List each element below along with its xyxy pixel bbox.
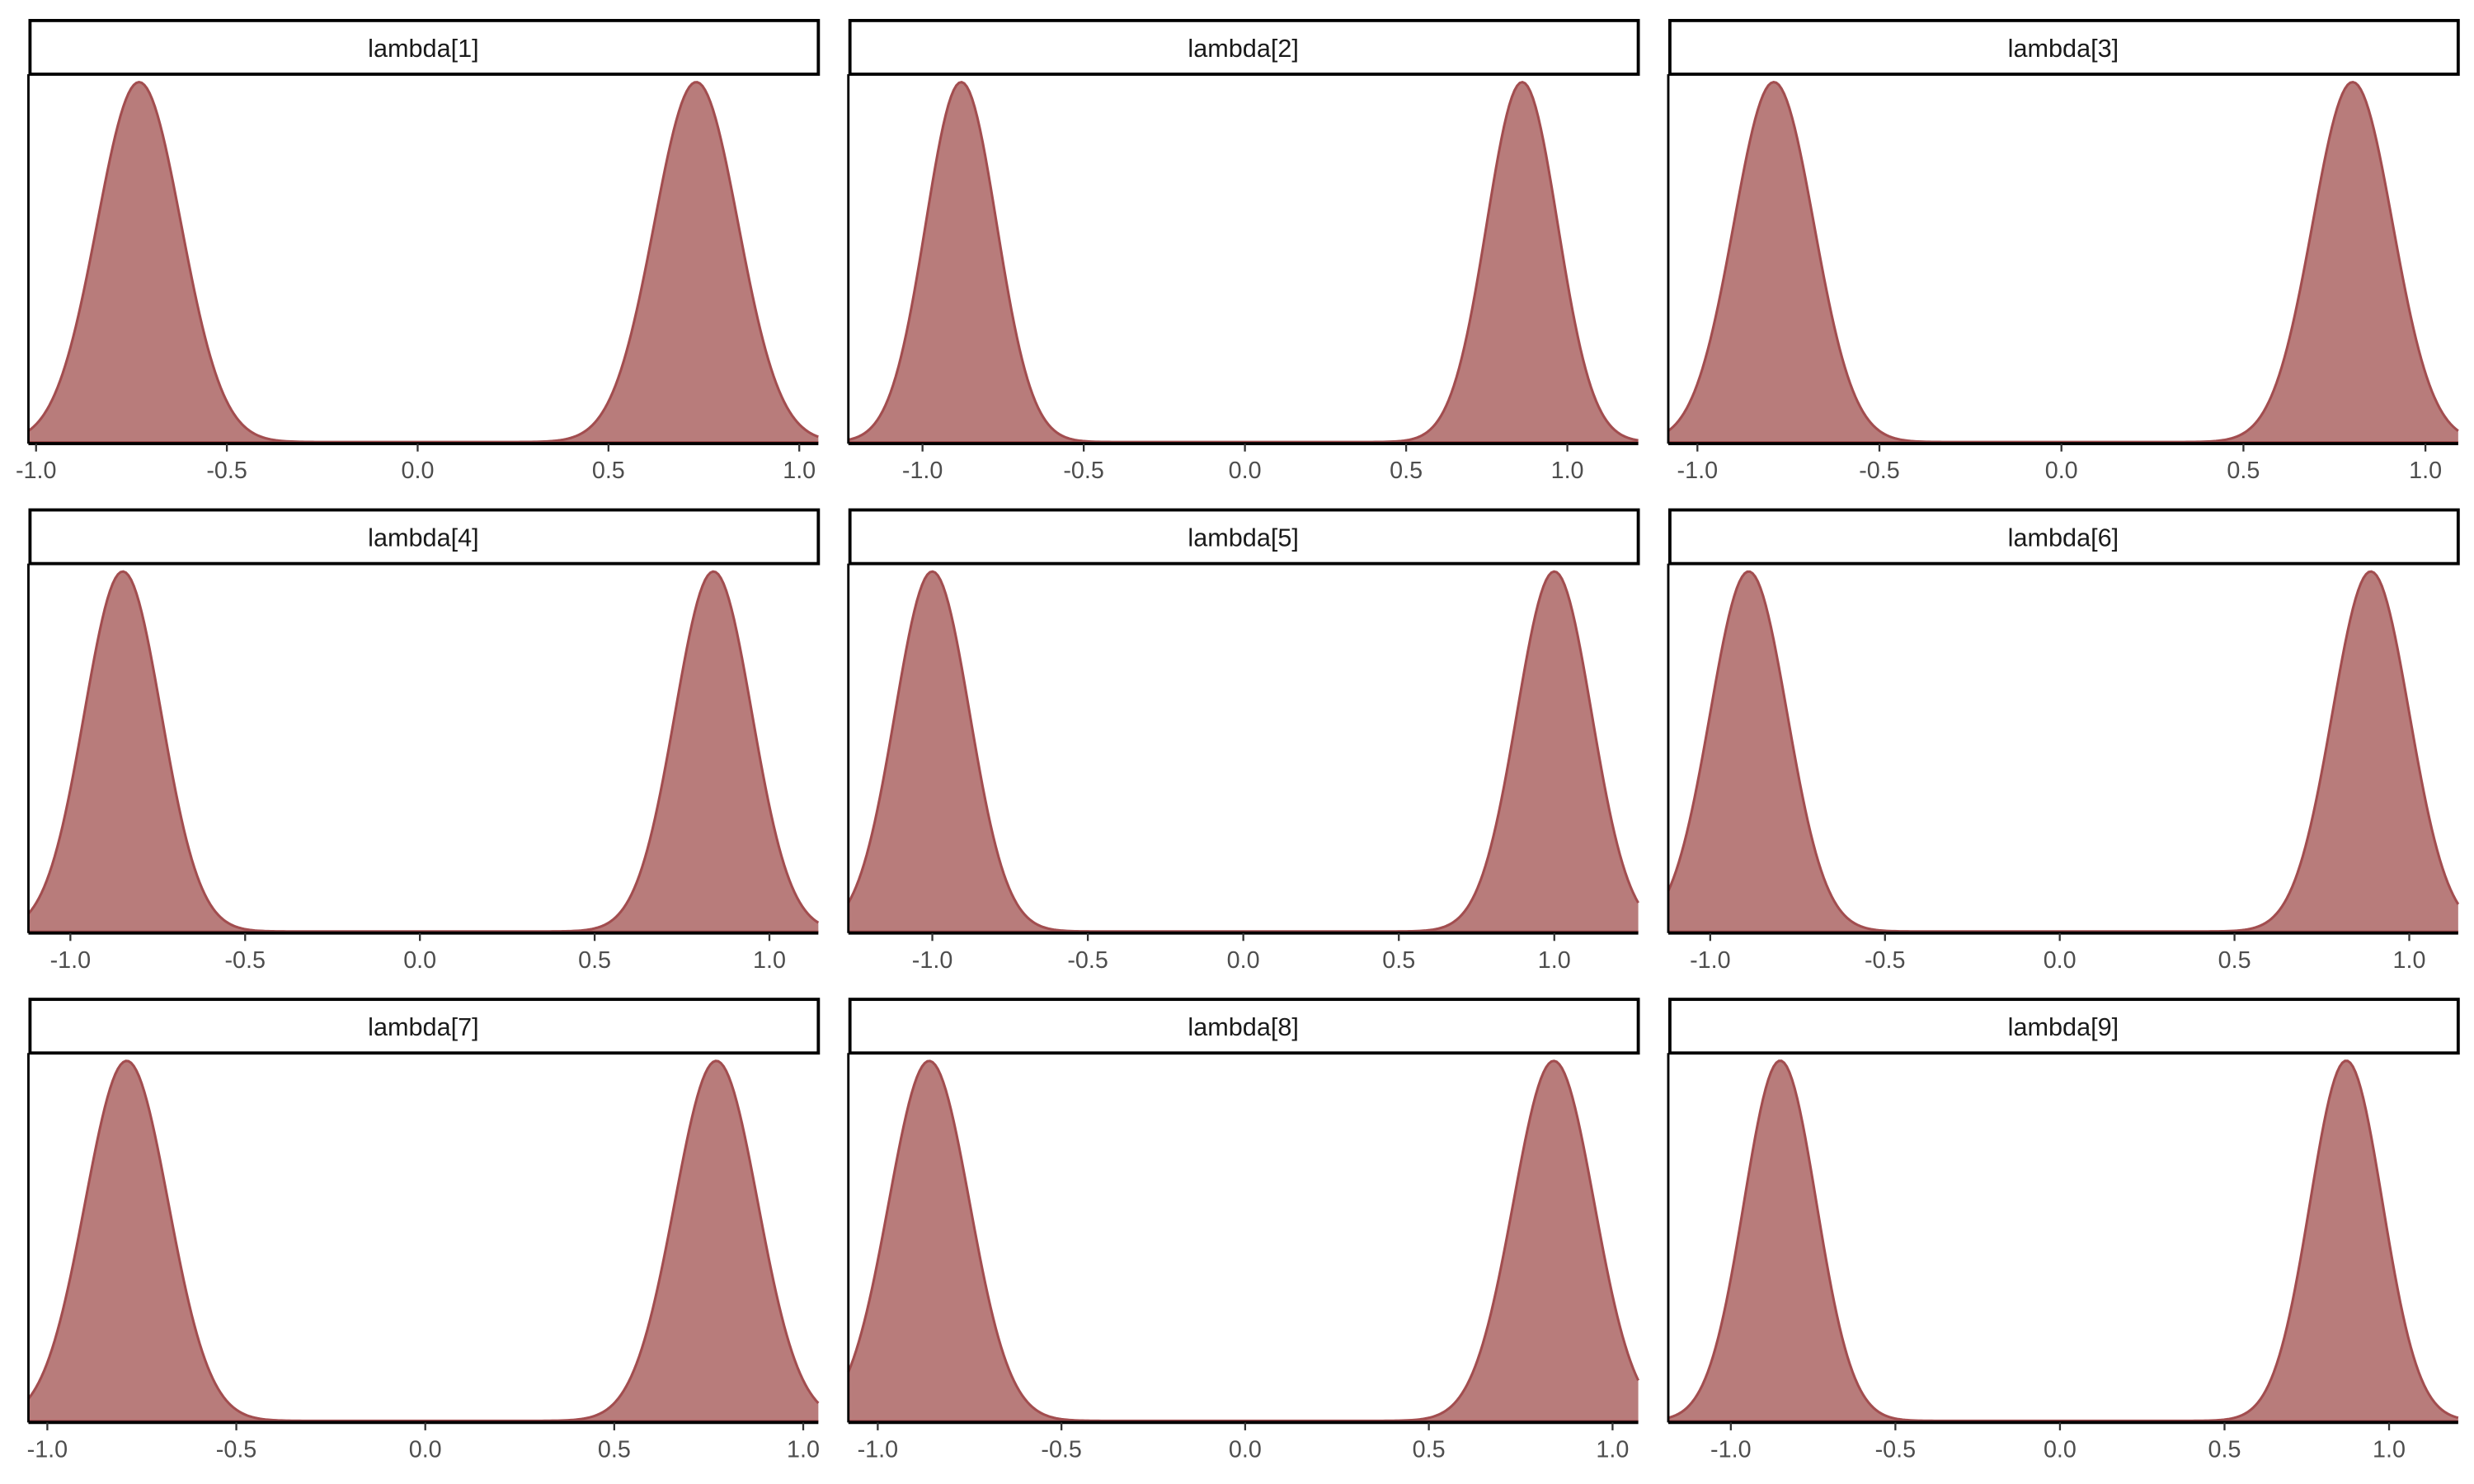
facet-panel: lambda[6] -1.0 -0.5 0.0 0.5 1.0	[1667, 508, 2460, 974]
x-tick-label: 0.5	[592, 458, 625, 484]
x-tick-label: 0.0	[1229, 1436, 1262, 1463]
x-tick-label: -1.0	[27, 1436, 68, 1463]
x-tick-label: 1.0	[753, 947, 786, 974]
x-tick-label: -1.0	[1690, 947, 1731, 974]
x-tick-label: 1.0	[787, 1436, 820, 1463]
facet-panel: lambda[2] -1.0 -0.5 0.0 0.5 1.0	[847, 18, 1640, 484]
density-area	[848, 571, 1639, 933]
facet-panel: lambda[8] -1.0 -0.5 0.0 0.5 1.0	[847, 998, 1640, 1463]
x-tick-label: 1.0	[1596, 1436, 1629, 1463]
x-tick-label: -0.5	[1041, 1436, 1082, 1463]
x-tick-label: 0.5	[2218, 947, 2251, 974]
x-tick-label: -1.0	[912, 947, 953, 974]
x-tick-label: -1.0	[1710, 1436, 1752, 1463]
facet-panel: lambda[9] -1.0 -0.5 0.0 0.5 1.0	[1667, 998, 2460, 1463]
strip-box	[848, 18, 1640, 76]
x-tick-label: -1.0	[1677, 458, 1719, 484]
strip-box	[28, 998, 821, 1055]
x-tick-label: -1.0	[16, 458, 57, 484]
x-tick-label: -1.0	[902, 458, 943, 484]
x-tick-label: 0.5	[1413, 1436, 1446, 1463]
strip-label: lambda[1]	[368, 35, 479, 63]
strip-label: lambda[6]	[2008, 524, 2119, 552]
x-tick-label: -1.0	[858, 1436, 899, 1463]
density-area	[28, 1060, 819, 1423]
density-area	[28, 82, 819, 444]
strip-label: lambda[3]	[2008, 35, 2119, 63]
facet-panel: lambda[1] -1.0 -0.5 0.0 0.5 1.0	[16, 18, 821, 484]
x-tick-label: 0.5	[598, 1436, 631, 1463]
density-area	[848, 82, 1639, 444]
x-tick-label: 0.0	[401, 458, 434, 484]
strip-label: lambda[5]	[1188, 524, 1299, 552]
density-area	[1667, 571, 2458, 933]
x-tick-label: 0.0	[2045, 458, 2078, 484]
x-tick-label: 1.0	[2409, 458, 2442, 484]
x-tick-label: 1.0	[2373, 1436, 2406, 1463]
strip-label: lambda[2]	[1188, 35, 1299, 63]
x-tick-label: 0.0	[2044, 947, 2077, 974]
facet-panel: lambda[5] -1.0 -0.5 0.0 0.5 1.0	[847, 508, 1640, 974]
strip-box	[28, 18, 821, 76]
strip-label: lambda[9]	[2008, 1013, 2119, 1041]
x-tick-label: 1.0	[783, 458, 816, 484]
density-area	[1667, 82, 2458, 444]
density-area	[848, 1060, 1639, 1423]
x-tick-label: 0.0	[1227, 947, 1260, 974]
x-tick-label: 0.0	[403, 947, 436, 974]
x-tick-label: 0.0	[409, 1436, 442, 1463]
strip-box	[28, 508, 821, 566]
strip-label: lambda[7]	[368, 1013, 479, 1041]
x-tick-label: -0.5	[1865, 947, 1906, 974]
strip-label: lambda[4]	[368, 524, 479, 552]
x-tick-label: 0.5	[2227, 458, 2260, 484]
x-tick-label: -1.0	[50, 947, 92, 974]
strip-box	[848, 998, 1640, 1055]
facet-panel: lambda[3] -1.0 -0.5 0.0 0.5 1.0	[1667, 18, 2460, 484]
x-tick-label: -0.5	[206, 458, 247, 484]
x-tick-label: 1.0	[1551, 458, 1584, 484]
x-tick-label: -0.5	[216, 1436, 257, 1463]
facet-panel: lambda[4] -1.0 -0.5 0.0 0.5 1.0	[27, 508, 821, 974]
x-tick-label: -0.5	[1859, 458, 1900, 484]
strip-box	[1667, 998, 2460, 1055]
x-tick-label: -0.5	[1063, 458, 1104, 484]
x-tick-label: 0.5	[1390, 458, 1423, 484]
x-tick-label: 0.5	[2208, 1436, 2241, 1463]
x-tick-label: 1.0	[2393, 947, 2426, 974]
x-tick-label: -0.5	[225, 947, 266, 974]
strip-box	[848, 508, 1640, 566]
x-tick-label: 0.5	[578, 947, 611, 974]
x-tick-label: 0.0	[1229, 458, 1262, 484]
strip-box	[1667, 508, 2460, 566]
density-area	[1667, 1060, 2458, 1423]
x-tick-label: 0.5	[1382, 947, 1415, 974]
density-area	[28, 571, 819, 933]
x-tick-label: 0.0	[2044, 1436, 2077, 1463]
x-tick-label: -0.5	[1067, 947, 1108, 974]
strip-box	[1667, 18, 2460, 76]
strip-label: lambda[8]	[1188, 1013, 1299, 1041]
x-tick-label: -0.5	[1875, 1436, 1917, 1463]
x-tick-label: 1.0	[1538, 947, 1571, 974]
facet-panel: lambda[7] -1.0 -0.5 0.0 0.5 1.0	[27, 998, 821, 1463]
